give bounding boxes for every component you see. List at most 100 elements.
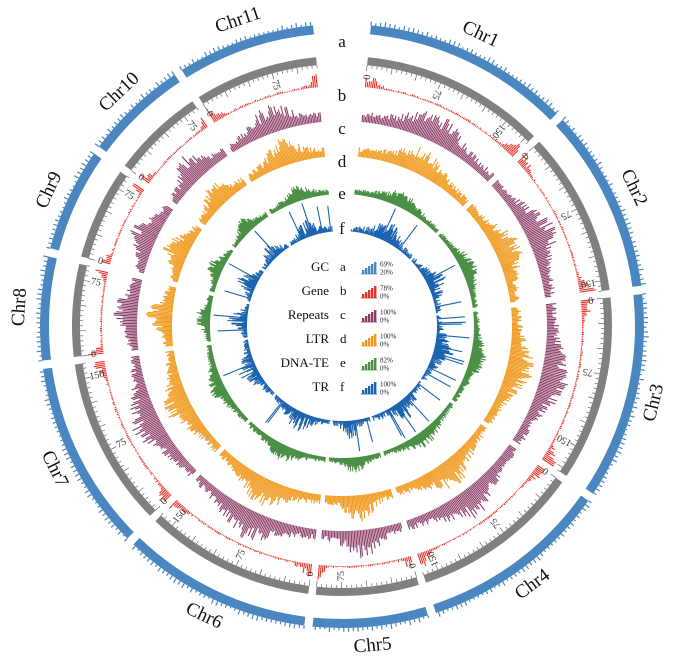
track-bars-repeats-chr1 bbox=[361, 111, 495, 182]
tick bbox=[553, 174, 556, 177]
ideogram-chr6 bbox=[155, 515, 310, 594]
gc-profile-chr10 bbox=[94, 71, 175, 148]
tick-label: 0 bbox=[541, 465, 551, 477]
tick bbox=[279, 577, 281, 581]
track-bars-ltr-chr10 bbox=[198, 177, 248, 226]
tick bbox=[537, 154, 541, 157]
tick-label: 75 bbox=[489, 516, 504, 531]
tick bbox=[267, 74, 269, 78]
tick-label: 150 bbox=[425, 550, 441, 568]
tick bbox=[595, 270, 599, 273]
tick-label: 75 bbox=[429, 88, 443, 101]
legend-bar-icon bbox=[368, 386, 371, 394]
tick bbox=[106, 438, 110, 441]
track-bars-dna-te-chr1 bbox=[354, 189, 440, 234]
tick bbox=[98, 229, 102, 232]
tick bbox=[476, 546, 479, 550]
tick bbox=[550, 170, 553, 173]
tick bbox=[579, 419, 586, 423]
legend-track-letter: b bbox=[340, 283, 347, 298]
tick bbox=[115, 193, 119, 196]
legend: GC a 69%20%Gene b 78%0%Repeats c 100%0%LTR d 100… bbox=[250, 234, 434, 418]
track-bars-dna-te-chr2 bbox=[438, 233, 478, 308]
tick bbox=[414, 74, 417, 81]
tick bbox=[85, 270, 89, 272]
tick bbox=[296, 67, 299, 74]
legend-bar-icon bbox=[371, 264, 374, 274]
tick bbox=[202, 103, 207, 110]
tick bbox=[155, 505, 161, 511]
tick bbox=[435, 564, 439, 570]
legend-backdrop bbox=[250, 234, 434, 418]
tick bbox=[405, 72, 408, 76]
tick bbox=[420, 76, 422, 80]
tick bbox=[495, 115, 498, 118]
tick bbox=[233, 87, 236, 91]
tick bbox=[224, 91, 228, 98]
tick bbox=[281, 70, 283, 74]
legend-bar-icon bbox=[371, 336, 374, 346]
tick-label: 0 bbox=[204, 109, 216, 119]
tick bbox=[88, 392, 92, 394]
chromosome-label-chr1: Chr1 bbox=[459, 16, 502, 51]
tick bbox=[450, 561, 453, 565]
ideogram-chr1 bbox=[367, 57, 535, 142]
tick bbox=[594, 280, 601, 283]
tick bbox=[493, 535, 496, 539]
tick bbox=[584, 416, 588, 418]
tick bbox=[143, 154, 147, 157]
tick bbox=[102, 220, 106, 222]
tick bbox=[518, 134, 522, 138]
tick bbox=[472, 549, 475, 553]
tick bbox=[131, 170, 137, 175]
legend-bar-icon bbox=[374, 310, 377, 322]
legend-min: 0% bbox=[380, 365, 390, 373]
tick bbox=[135, 485, 139, 488]
tick bbox=[175, 526, 179, 530]
legend-bar-icon bbox=[368, 290, 371, 298]
track-bars-tr-chr4 bbox=[371, 380, 441, 439]
tick-label: 150 bbox=[171, 507, 189, 526]
tick bbox=[460, 93, 464, 100]
chromosome-label-chr11: Chr11 bbox=[212, 3, 263, 38]
track-ltr bbox=[145, 138, 534, 522]
tick bbox=[183, 532, 187, 536]
tick bbox=[507, 124, 510, 128]
tick bbox=[431, 568, 434, 572]
tick bbox=[106, 210, 113, 215]
tick-label: 75 bbox=[269, 79, 282, 92]
tick-label: 0 bbox=[519, 150, 530, 161]
track-letter-f: f bbox=[339, 219, 345, 238]
legend-bar-icon bbox=[371, 288, 374, 298]
ideogram-chr10 bbox=[124, 101, 197, 171]
tick bbox=[113, 452, 117, 455]
track-bars-tr-chr9 bbox=[224, 263, 264, 302]
tick bbox=[118, 460, 122, 463]
tick bbox=[457, 553, 462, 560]
tick bbox=[84, 372, 88, 374]
tick bbox=[146, 150, 152, 156]
legend-track-name: DNA-TE bbox=[281, 355, 329, 370]
tick bbox=[509, 523, 512, 527]
tick bbox=[481, 106, 486, 112]
tick-label: 0 bbox=[91, 349, 97, 361]
tick bbox=[196, 107, 199, 111]
gc-band-chr3 bbox=[585, 294, 644, 494]
tick bbox=[86, 265, 91, 267]
track-bars-tr-chr2 bbox=[411, 257, 462, 314]
track-bars-repeats-chr4 bbox=[406, 444, 517, 530]
tick bbox=[595, 377, 599, 380]
tick bbox=[207, 101, 210, 105]
tick bbox=[264, 573, 266, 577]
track-bars-ltr-chr2 bbox=[466, 203, 523, 303]
tick bbox=[269, 574, 271, 578]
tick bbox=[558, 186, 565, 191]
tick bbox=[141, 493, 145, 496]
tick bbox=[211, 98, 214, 102]
tick-label: 150 bbox=[555, 432, 573, 449]
tick bbox=[366, 65, 368, 72]
track-bars-ltr-chr11 bbox=[248, 138, 326, 183]
track-bars-tr-chr3 bbox=[420, 315, 470, 388]
tick bbox=[515, 131, 518, 134]
